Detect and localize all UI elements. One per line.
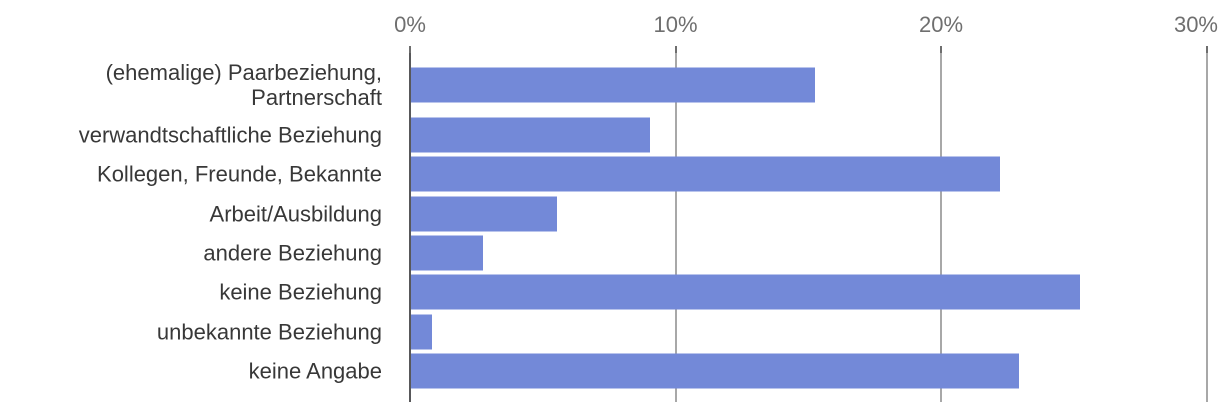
y-axis-line (409, 53, 411, 402)
category-label: andere Beziehung (203, 240, 382, 266)
bar-row: keine Angabe (0, 351, 1220, 390)
bar-row: (ehemalige) Paarbeziehung, Partnerschaft (0, 55, 1220, 116)
category-label: Arbeit/Ausbildung (209, 201, 382, 227)
bar (411, 117, 650, 153)
bar (411, 156, 1001, 192)
bar (411, 235, 483, 271)
bar (411, 196, 558, 232)
bar (411, 353, 1019, 389)
bar-row: Arbeit/Ausbildung (0, 194, 1220, 233)
gridline (1205, 53, 1208, 402)
x-axis-tick (409, 46, 411, 54)
x-axis-tick (940, 46, 942, 54)
category-label: keine Angabe (248, 358, 382, 384)
bar (411, 314, 433, 350)
x-axis-tick-label: 20% (918, 12, 964, 37)
bar-row: Kollegen, Freunde, Bekannte (0, 155, 1220, 194)
bar (411, 274, 1081, 310)
bar-row: unbekannte Beziehung (0, 312, 1220, 351)
bar-row: verwandtschaftliche Beziehung (0, 116, 1220, 155)
x-axis-tick-label: 30% (1173, 12, 1218, 37)
gridline (940, 53, 942, 402)
x-axis-tick-label: 10% (653, 12, 698, 37)
category-label: (ehemalige) Paarbeziehung, Partnerschaft (105, 60, 382, 111)
x-axis-tick-label: 0% (394, 12, 426, 37)
category-label: verwandtschaftliche Beziehung (78, 122, 382, 148)
category-label: unbekannte Beziehung (156, 319, 382, 345)
bar (411, 67, 815, 103)
x-axis-tick (1205, 46, 1208, 54)
category-label: keine Beziehung (219, 279, 382, 305)
category-label: Kollegen, Freunde, Bekannte (97, 161, 382, 187)
x-axis-tick (674, 46, 677, 54)
bar-row: andere Beziehung (0, 233, 1220, 272)
gridline (674, 53, 677, 402)
bar-row: keine Beziehung (0, 273, 1220, 312)
